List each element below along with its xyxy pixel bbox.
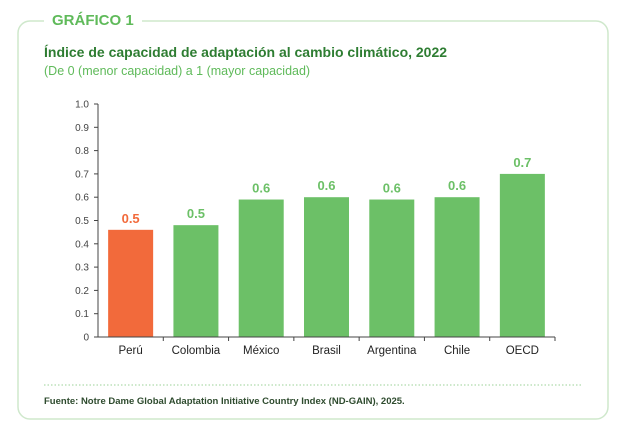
y-axis: 0 0.1 0.2 0.3 0.4 0.5 0.6 0.7 0.8 0.9 1.0 [75, 100, 99, 344]
bar-oecd [499, 173, 545, 337]
bar-argentina [369, 199, 415, 337]
y-tick-label: 0.8 [75, 146, 89, 157]
y-tick-label: 0.9 [75, 123, 89, 134]
chart-title: Índice de capacidad de adaptación al cam… [44, 44, 448, 60]
bar-perú [108, 229, 154, 337]
y-tick-label: 0.4 [75, 239, 89, 250]
bar-brasil [304, 197, 349, 337]
y-tick-label: 0 [83, 333, 89, 344]
chart-subtitle: (De 0 (menor capacidad) a 1 (mayor capac… [44, 64, 311, 78]
figure-tag: GRÁFICO 1 [44, 10, 142, 32]
y-tick-label: 0.5 [75, 216, 89, 227]
data-label: 0.7 [513, 155, 531, 170]
x-tick-label: Colombia [172, 345, 221, 357]
x-tick-label: OECD [506, 345, 539, 357]
x-tick-label: Chile [444, 345, 470, 357]
data-label: 0.6 [448, 178, 466, 193]
bar-colombia [173, 225, 219, 337]
data-label: 0.5 [187, 206, 205, 221]
x-axis: Perú Colombia México Brasil Argentina Chile OE… [98, 336, 556, 357]
y-tick-label: 0.1 [75, 309, 89, 320]
data-label: 0.6 [252, 181, 270, 196]
source-note: Fuente: Notre Dame Global Adaptation Ini… [44, 396, 405, 407]
bar-chile [434, 197, 480, 337]
x-tick-label: Perú [118, 345, 142, 357]
y-tick-label: 1.0 [75, 100, 89, 111]
y-tick-label: 0.6 [75, 193, 89, 204]
data-label: 0.5 [122, 211, 140, 226]
bars: 0.5 0.5 0.6 0.6 0.6 0.6 0.7 [108, 155, 545, 337]
y-tick-label: 0.7 [75, 169, 89, 180]
data-label: 0.6 [317, 178, 335, 193]
x-tick-label: Argentina [367, 345, 417, 357]
y-tick-label: 0.2 [75, 286, 89, 297]
x-tick-label: México [243, 345, 279, 357]
data-label: 0.6 [383, 181, 401, 196]
bar-méxico [238, 199, 284, 337]
x-tick-label: Brasil [312, 345, 341, 357]
y-tick-label: 0.3 [75, 263, 89, 274]
